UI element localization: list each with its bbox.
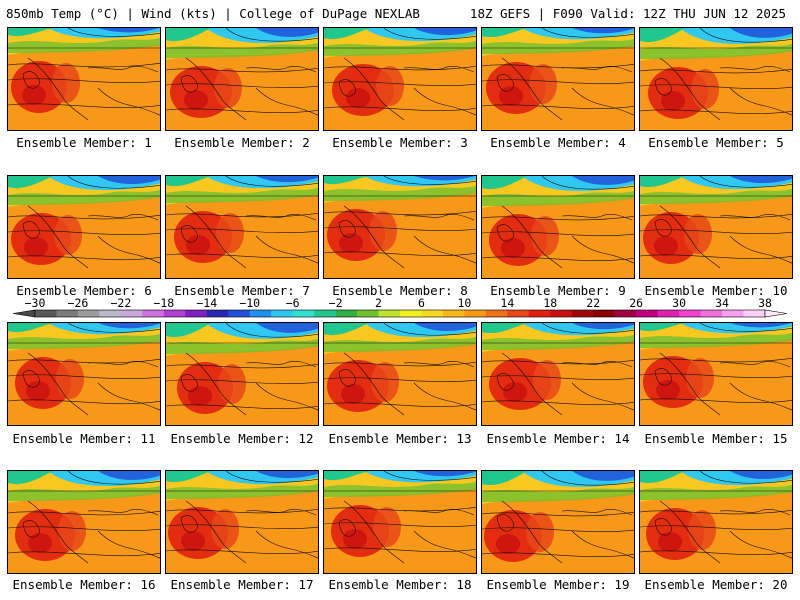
colorbar-tick-label: 38 <box>758 296 772 310</box>
colorbar-tick-label: −6 <box>285 296 300 310</box>
ensemble-member-map <box>639 470 793 574</box>
ensemble-member-map <box>165 322 319 426</box>
colorbar-swatch <box>657 310 680 317</box>
map-title: 850mb Temp (°C) | Wind (kts) | College o… <box>6 6 420 21</box>
ensemble-member-map <box>7 322 161 426</box>
colorbar-tick-label: −26 <box>67 296 89 310</box>
ensemble-member-map <box>7 470 161 574</box>
ensemble-member-map <box>481 27 635 131</box>
colorbar-tick-label: 14 <box>500 296 515 310</box>
ensemble-member-map <box>165 27 319 131</box>
colorbar-swatch <box>485 310 508 317</box>
colorbar-tick-label: −10 <box>239 296 261 310</box>
colorbar-swatch <box>228 310 251 317</box>
colorbar-swatch <box>163 310 186 317</box>
ensemble-member-label: Ensemble Member: 17 <box>170 577 314 592</box>
ensemble-member-map <box>323 175 477 279</box>
colorbar-swatch <box>593 310 616 317</box>
colorbar-swatch <box>249 310 272 317</box>
colorbar-tick-label: −22 <box>110 296 132 310</box>
colorbar-swatch <box>99 310 122 317</box>
ensemble-member-label: Ensemble Member: 9 <box>490 283 626 298</box>
temperature-colorbar <box>12 309 788 318</box>
colorbar-swatch <box>56 310 79 317</box>
colorbar-swatch <box>421 310 444 317</box>
ensemble-member-map <box>165 470 319 574</box>
colorbar-labels: −30 −26 −22 −18 −14 −10 −6 −2 2 6 10 14 18 22 26 30 34 38… <box>0 296 800 310</box>
colorbar-swatch <box>442 310 465 317</box>
ensemble-member-map <box>639 27 793 131</box>
colorbar-swatch <box>507 310 530 317</box>
colorbar-tick-label: 18 <box>543 296 558 310</box>
ensemble-member-map <box>323 322 477 426</box>
ensemble-member-label: Ensemble Member: 8 <box>332 283 468 298</box>
colorbar-swatch <box>636 310 658 317</box>
ensemble-member-label: Ensemble Member: 12 <box>170 431 314 446</box>
colorbar-swatch <box>378 310 401 317</box>
colorbar-tick-label: 2 <box>375 296 382 310</box>
ensemble-member-label: Ensemble Member: 10 <box>644 283 788 298</box>
ensemble-member-map <box>323 470 477 574</box>
colorbar-high-arrow <box>764 309 788 318</box>
colorbar-swatch <box>314 310 336 317</box>
ensemble-member-map <box>639 322 793 426</box>
ensemble-member-label: Ensemble Member: 5 <box>648 135 784 150</box>
ensemble-member-label: Ensemble Member: 3 <box>332 135 468 150</box>
ensemble-member-label: Ensemble Member: 16 <box>12 577 156 592</box>
ensemble-member-label: Ensemble Member: 1 <box>16 135 152 150</box>
colorbar-swatch <box>357 310 379 317</box>
colorbar-swatch <box>679 310 701 317</box>
ensemble-member-map <box>7 27 161 131</box>
colorbar-tick-label: −18 <box>153 296 175 310</box>
colorbar-swatch <box>400 310 422 317</box>
colorbar-swatch <box>35 310 57 317</box>
colorbar-swatch <box>464 310 487 317</box>
ensemble-member-label: Ensemble Member: 14 <box>486 431 630 446</box>
ensemble-member-label: Ensemble Member: 6 <box>16 283 152 298</box>
ensemble-member-label: Ensemble Member: 18 <box>328 577 472 592</box>
ensemble-member-label: Ensemble Member: 7 <box>174 283 310 298</box>
ensemble-member-map <box>481 322 635 426</box>
colorbar-swatch <box>722 310 744 317</box>
colorbar-tick-label: 26 <box>629 296 644 310</box>
ensemble-member-map <box>323 27 477 131</box>
colorbar-swatch <box>206 310 229 317</box>
colorbar-swatch <box>142 310 165 317</box>
ensemble-member-label: Ensemble Member: 13 <box>328 431 472 446</box>
ensemble-member-map <box>639 175 793 279</box>
colorbar-swatch <box>571 310 594 317</box>
colorbar-tick-label: −30 <box>24 296 46 310</box>
ensemble-member-map <box>7 175 161 279</box>
ensemble-member-label: Ensemble Member: 2 <box>174 135 310 150</box>
ensemble-member-map <box>481 175 635 279</box>
colorbar-swatch <box>528 310 551 317</box>
colorbar-swatch <box>120 310 143 317</box>
colorbar-low-arrow <box>12 309 36 318</box>
ensemble-member-map <box>165 175 319 279</box>
ensemble-member-label: Ensemble Member: 11 <box>12 431 156 446</box>
colorbar-swatch <box>335 310 358 317</box>
colorbar-swatch <box>614 310 637 317</box>
colorbar-swatch <box>271 310 293 317</box>
colorbar-swatch <box>77 310 100 317</box>
colorbar-swatch <box>743 310 766 317</box>
colorbar-tick-label: 30 <box>672 296 687 310</box>
ensemble-member-label: Ensemble Member: 4 <box>490 135 626 150</box>
colorbar-swatch <box>292 310 315 317</box>
ensemble-member-label: Ensemble Member: 19 <box>486 577 630 592</box>
colorbar-tick-label: 22 <box>586 296 601 310</box>
colorbar-tick-label: 6 <box>418 296 425 310</box>
colorbar-swatch <box>185 310 208 317</box>
model-run-info: 18Z GEFS | F090 Valid: 12Z THU JUN 12 20… <box>469 6 786 21</box>
colorbar-tick-label: 10 <box>457 296 472 310</box>
colorbar-tick-label: −2 <box>328 296 343 310</box>
ensemble-member-label: Ensemble Member: 15 <box>644 431 788 446</box>
ensemble-member-map <box>481 470 635 574</box>
colorbar-swatch <box>550 310 573 317</box>
colorbar-swatch <box>700 310 723 317</box>
colorbar-tick-label: −14 <box>196 296 218 310</box>
colorbar-tick-label: 34 <box>715 296 729 310</box>
ensemble-member-label: Ensemble Member: 20 <box>644 577 788 592</box>
